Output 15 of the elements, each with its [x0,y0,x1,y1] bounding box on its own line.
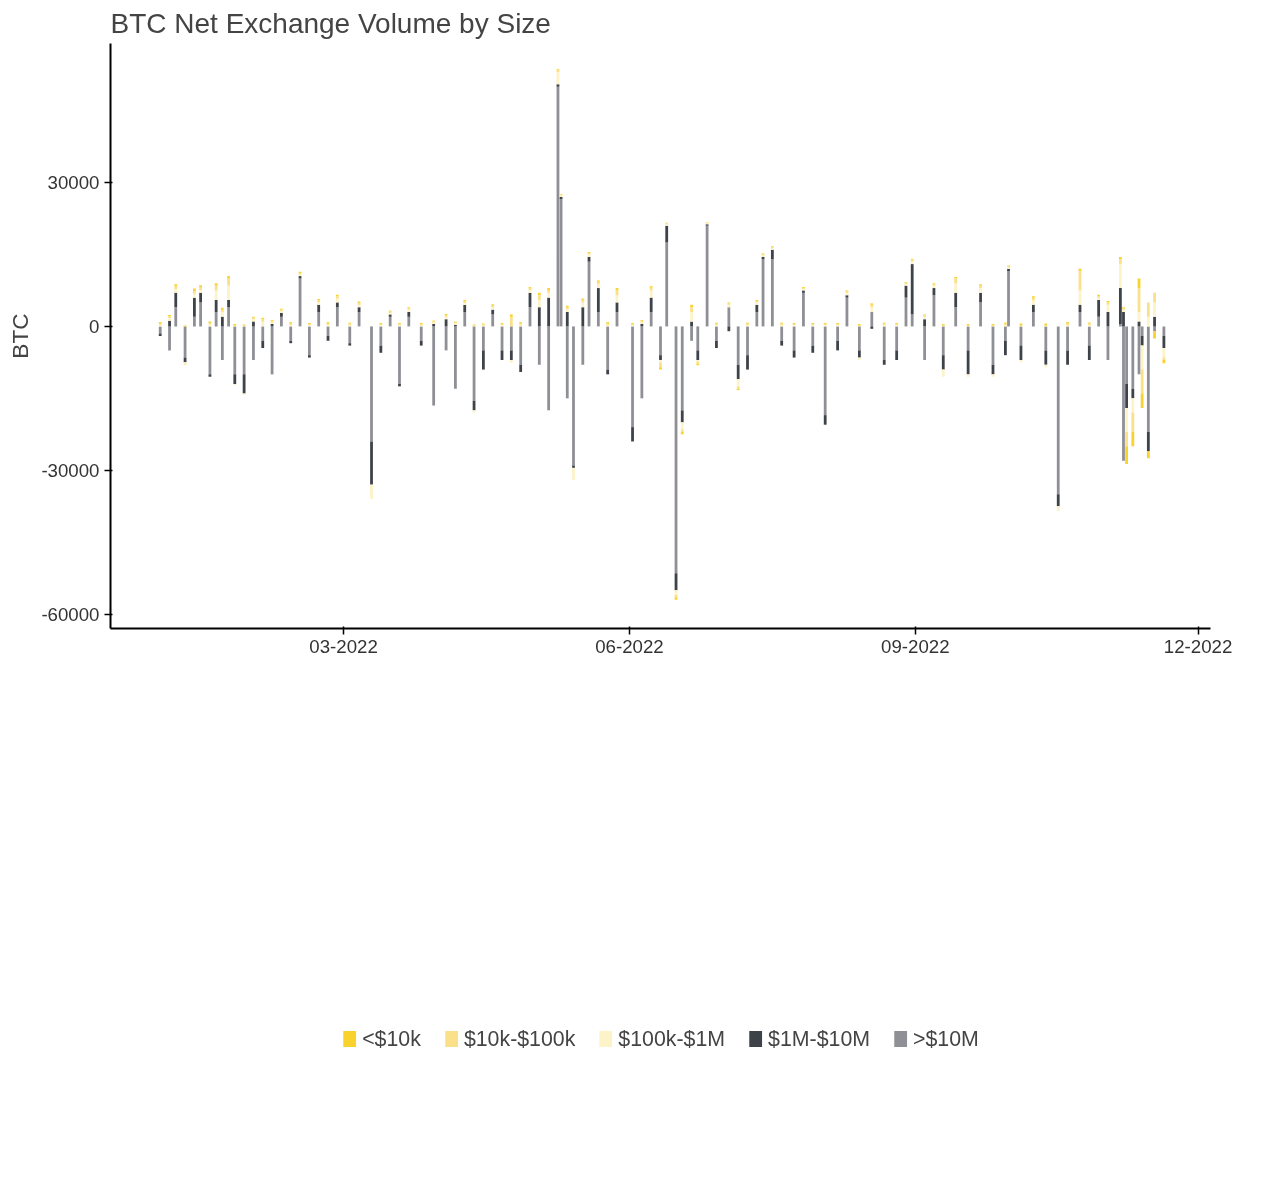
legend-label: $10k-$100k [463,1026,576,1052]
legend-label: <$10k [362,1026,421,1052]
y-tick-label: -60000 [41,603,100,625]
x-tick-label: 12-2022 [1163,635,1233,657]
legend-label: $1M-$10M [768,1026,871,1052]
y-tick-label: 30000 [47,172,100,194]
x-tick-label: 03-2022 [309,635,378,657]
x-tick-label: 09-2022 [881,635,950,657]
x-tick-label: 06-2022 [595,635,664,657]
legend-label: >$10M [913,1026,979,1052]
chart-title: BTC Net Exchange Volume by Size [110,7,551,39]
y-tick-label: 0 [89,315,100,337]
y-tick-label: -30000 [41,459,100,481]
legend-label: $100k-$1M [618,1026,726,1052]
y-axis-title: BTC [7,313,34,359]
